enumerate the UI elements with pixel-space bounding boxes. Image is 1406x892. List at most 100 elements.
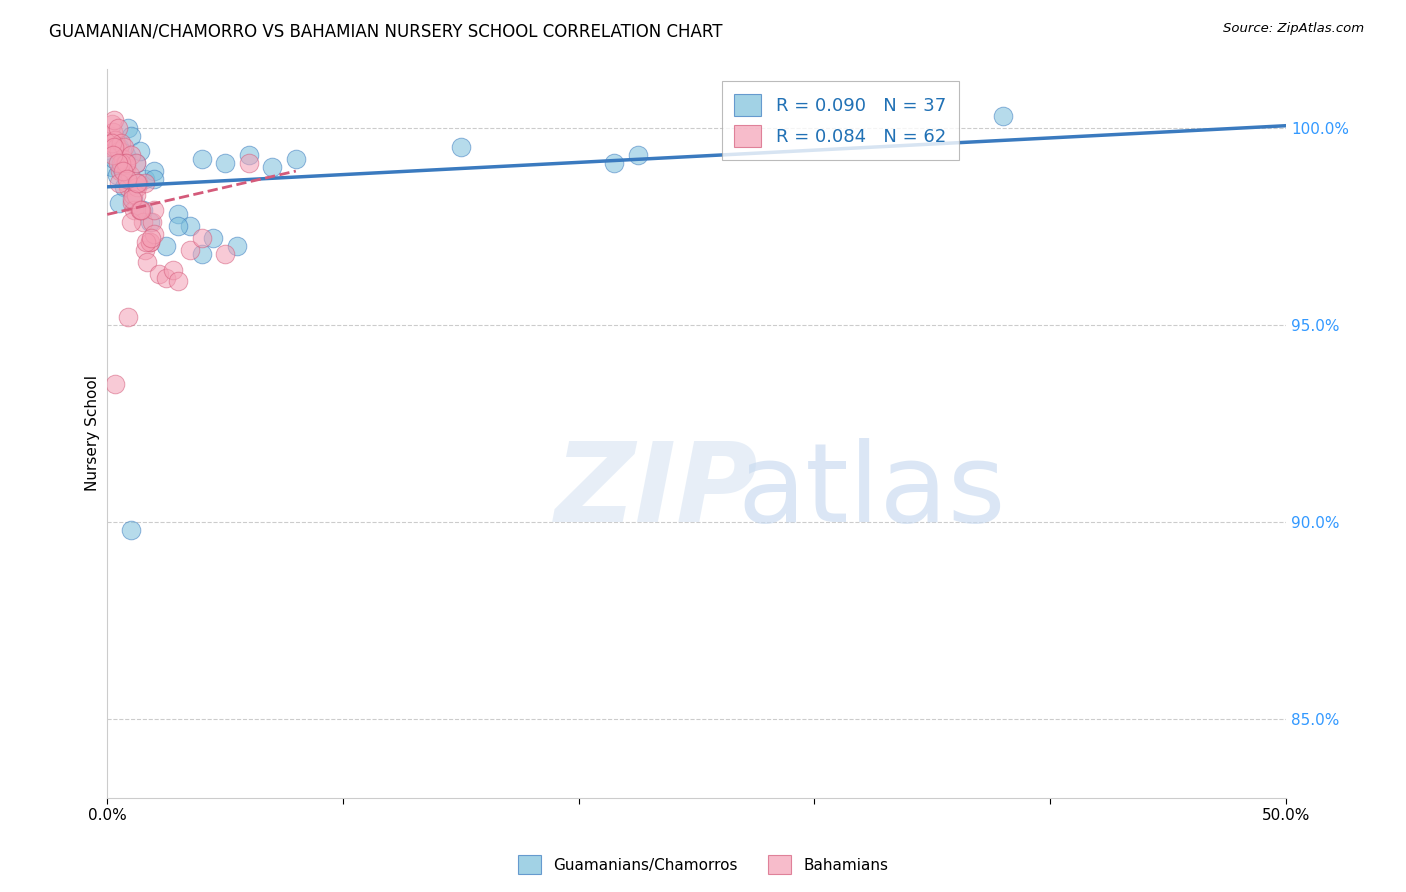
Point xyxy=(627,148,650,162)
Point xyxy=(110,136,132,151)
Point xyxy=(127,176,149,190)
Point xyxy=(120,128,142,143)
Point xyxy=(101,117,124,131)
Point xyxy=(107,120,129,135)
Text: Source: ZipAtlas.com: Source: ZipAtlas.com xyxy=(1223,22,1364,36)
Point xyxy=(134,243,156,257)
Point xyxy=(167,207,190,221)
Text: atlas: atlas xyxy=(738,438,1007,545)
Point xyxy=(117,310,139,324)
Point xyxy=(141,215,163,229)
Point xyxy=(121,192,143,206)
Point xyxy=(131,215,153,229)
Point xyxy=(115,148,138,162)
Point xyxy=(262,160,284,174)
Point xyxy=(101,125,124,139)
Point xyxy=(108,176,131,190)
Point xyxy=(167,219,190,234)
Point xyxy=(129,203,152,218)
Point xyxy=(120,148,142,162)
Point xyxy=(108,140,131,154)
Point xyxy=(105,140,128,154)
Point xyxy=(118,168,141,182)
Point xyxy=(122,192,145,206)
Point xyxy=(124,156,146,170)
Point xyxy=(125,176,148,190)
Point xyxy=(122,187,145,202)
Point xyxy=(190,231,212,245)
Point xyxy=(143,164,166,178)
Point xyxy=(112,164,135,178)
Point xyxy=(129,203,152,218)
Text: ZIP: ZIP xyxy=(555,438,759,545)
Point xyxy=(120,523,142,537)
Point xyxy=(101,136,124,151)
Point xyxy=(143,227,166,241)
Point xyxy=(104,132,127,146)
Point xyxy=(110,160,132,174)
Point xyxy=(991,109,1014,123)
Point xyxy=(121,195,143,210)
Point xyxy=(284,152,307,166)
Point xyxy=(138,235,160,249)
Point xyxy=(131,203,153,218)
Point xyxy=(190,247,212,261)
Text: GUAMANIAN/CHAMORRO VS BAHAMIAN NURSERY SCHOOL CORRELATION CHART: GUAMANIAN/CHAMORRO VS BAHAMIAN NURSERY S… xyxy=(49,22,723,40)
Point xyxy=(101,160,124,174)
Point xyxy=(127,176,149,190)
Point xyxy=(134,176,156,190)
Point xyxy=(179,219,201,234)
Point xyxy=(103,152,125,166)
Point xyxy=(450,140,472,154)
Point xyxy=(114,156,136,170)
Point xyxy=(108,195,131,210)
Point xyxy=(136,254,159,268)
Point xyxy=(143,172,166,186)
Point xyxy=(111,164,134,178)
Point xyxy=(155,239,177,253)
Point xyxy=(117,176,139,190)
Y-axis label: Nursery School: Nursery School xyxy=(86,376,100,491)
Point xyxy=(101,148,124,162)
Point xyxy=(135,235,157,249)
Point xyxy=(115,156,138,170)
Point xyxy=(190,152,212,166)
Point xyxy=(214,156,236,170)
Point xyxy=(105,168,128,182)
Point xyxy=(103,140,125,154)
Point xyxy=(238,156,260,170)
Point xyxy=(104,376,127,391)
Point xyxy=(155,270,177,285)
Point xyxy=(138,215,160,229)
Legend: Guamanians/Chamorros, Bahamians: Guamanians/Chamorros, Bahamians xyxy=(512,849,894,880)
Point xyxy=(603,156,626,170)
Point xyxy=(134,172,156,186)
Point xyxy=(117,179,139,194)
Point xyxy=(162,262,184,277)
Point xyxy=(112,140,135,154)
Point xyxy=(117,172,139,186)
Point xyxy=(124,187,146,202)
Point xyxy=(125,179,148,194)
Legend: R = 0.090   N = 37, R = 0.084   N = 62: R = 0.090 N = 37, R = 0.084 N = 62 xyxy=(721,81,959,160)
Point xyxy=(138,235,160,249)
Point xyxy=(179,243,201,257)
Point xyxy=(111,152,134,166)
Point xyxy=(98,140,121,154)
Point xyxy=(107,156,129,170)
Point xyxy=(139,231,162,245)
Point xyxy=(108,145,131,159)
Point xyxy=(112,179,135,194)
Point xyxy=(103,112,125,127)
Point xyxy=(100,128,122,143)
Point xyxy=(225,239,247,253)
Point xyxy=(120,215,142,229)
Point xyxy=(131,203,153,218)
Point xyxy=(167,275,190,289)
Point xyxy=(110,156,132,170)
Point xyxy=(143,203,166,218)
Point xyxy=(108,164,131,178)
Point xyxy=(117,120,139,135)
Point xyxy=(214,247,236,261)
Point xyxy=(124,203,146,218)
